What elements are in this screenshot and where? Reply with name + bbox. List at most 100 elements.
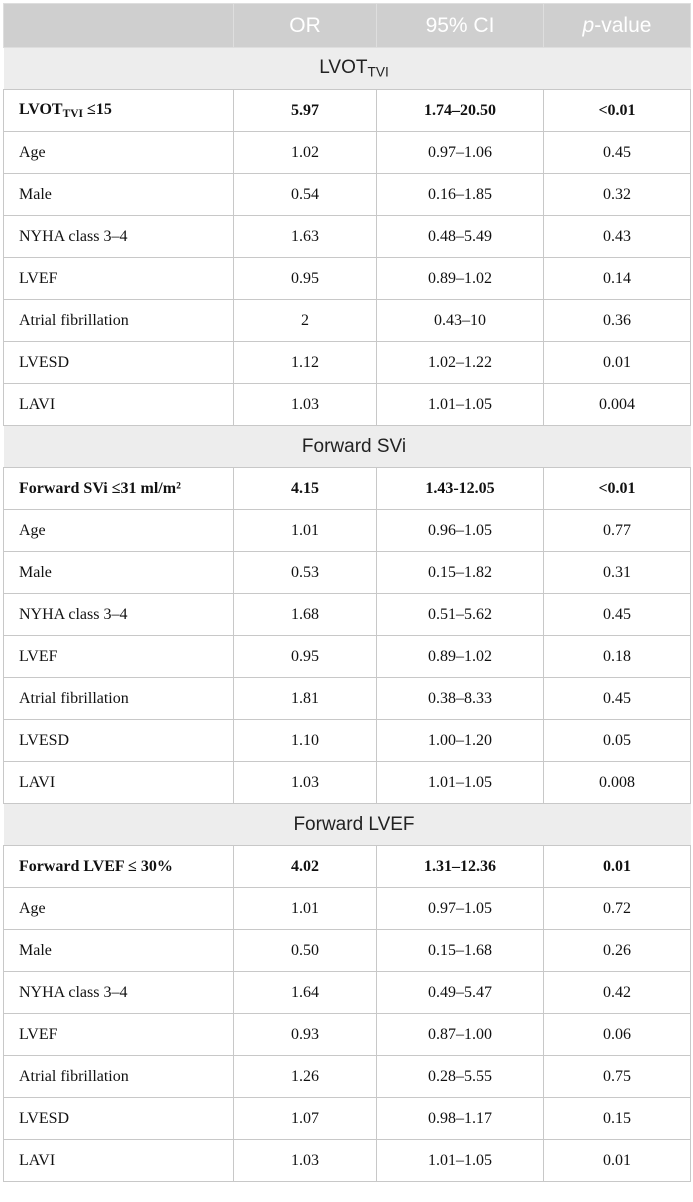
p-value: <0.01 [543, 89, 691, 132]
section-title-row: Forward LVEF [3, 803, 691, 846]
ci-value: 1.01–1.05 [376, 1139, 544, 1182]
p-value: 0.26 [543, 929, 691, 972]
section-title-row: LVOTTVI [3, 47, 691, 90]
p-value: 0.06 [543, 1013, 691, 1056]
table-row: NYHA class 3–4 1.64 0.49–5.47 0.42 [3, 971, 691, 1014]
ci-value: 0.15–1.82 [376, 551, 544, 594]
row-label-rest: ≤15 [83, 101, 112, 119]
p-value: 0.05 [543, 719, 691, 762]
p-value: 0.01 [543, 845, 691, 888]
or-value: 1.64 [233, 971, 377, 1014]
p-value: 0.14 [543, 257, 691, 300]
row-label: Atrial fibrillation [3, 1055, 234, 1098]
p-value: 0.008 [543, 761, 691, 804]
ci-value: 0.89–1.02 [376, 635, 544, 678]
ci-value: 0.51–5.62 [376, 593, 544, 636]
header-p-rest: -value [594, 13, 652, 37]
row-label: LVOTTVI ≤15 [3, 89, 234, 132]
p-value: 0.01 [543, 341, 691, 384]
row-label: LVEF [3, 1013, 234, 1056]
header-variable [3, 3, 234, 48]
row-label-main: Forward SVi ≤31 ml/m² [19, 479, 181, 497]
section-title-main: Forward LVEF [293, 813, 415, 835]
table-row: Atrial fibrillation 2 0.43–10 0.36 [3, 299, 691, 342]
ci-value: 1.00–1.20 [376, 719, 544, 762]
row-label-subscript: TVI [62, 107, 84, 120]
row-label: Age [3, 131, 234, 174]
table-row: Age 1.01 0.96–1.05 0.77 [3, 509, 691, 552]
row-label: Atrial fibrillation [3, 299, 234, 342]
p-value: 0.45 [543, 131, 691, 174]
header-p-value: p-value [543, 3, 691, 48]
or-value: 1.12 [233, 341, 377, 384]
table-row: Atrial fibrillation 1.26 0.28–5.55 0.75 [3, 1055, 691, 1098]
or-value: 0.53 [233, 551, 377, 594]
header-row: OR 95% CI p-value [3, 3, 691, 48]
or-value: 4.02 [233, 845, 377, 888]
section-title-row: Forward SVi [3, 425, 691, 468]
ci-value: 0.97–1.05 [376, 887, 544, 930]
ci-value: 1.01–1.05 [376, 761, 544, 804]
or-value: 4.15 [233, 467, 377, 510]
table-row: LVEF 0.95 0.89–1.02 0.18 [3, 635, 691, 678]
p-value: 0.42 [543, 971, 691, 1014]
row-label: LVESD [3, 1097, 234, 1140]
ci-value: 0.15–1.68 [376, 929, 544, 972]
or-value: 0.50 [233, 929, 377, 972]
or-value: 0.54 [233, 173, 377, 216]
or-value: 1.26 [233, 1055, 377, 1098]
p-value: 0.32 [543, 173, 691, 216]
section-title: Forward LVEF [3, 803, 691, 846]
header-or: OR [233, 3, 377, 48]
or-value: 1.68 [233, 593, 377, 636]
or-value: 1.10 [233, 719, 377, 762]
p-value: 0.31 [543, 551, 691, 594]
section-title: Forward SVi [3, 425, 691, 468]
or-value: 2 [233, 299, 377, 342]
table-body: LVOTTVI LVOTTVI ≤15 5.97 1.74–20.50 <0.01 Age… [3, 47, 691, 1182]
ci-value: 0.49–5.47 [376, 971, 544, 1014]
row-label: LAVI [3, 383, 234, 426]
table-row: LVESD 1.12 1.02–1.22 0.01 [3, 341, 691, 384]
ci-value: 0.43–10 [376, 299, 544, 342]
table-row: LVOTTVI ≤15 5.97 1.74–20.50 <0.01 [3, 89, 691, 132]
p-value: 0.43 [543, 215, 691, 258]
section-title-subscript: TVI [367, 64, 389, 80]
ci-value: 0.38–8.33 [376, 677, 544, 720]
ci-value: 1.02–1.22 [376, 341, 544, 384]
or-value: 1.01 [233, 509, 377, 552]
table-row: Forward SVi ≤31 ml/m² 4.15 1.43-12.05 <0.01 [3, 467, 691, 510]
table-row: Forward LVEF ≤ 30% 4.02 1.31–12.36 0.01 [3, 845, 691, 888]
row-label: NYHA class 3–4 [3, 215, 234, 258]
row-label: LAVI [3, 761, 234, 804]
header-p-italic: p [582, 13, 595, 37]
p-value: 0.15 [543, 1097, 691, 1140]
or-value: 1.03 [233, 383, 377, 426]
ci-value: 0.98–1.17 [376, 1097, 544, 1140]
or-value: 0.95 [233, 635, 377, 678]
table-row: NYHA class 3–4 1.68 0.51–5.62 0.45 [3, 593, 691, 636]
section-title-main: LVOT [319, 57, 368, 79]
table-row: Male 0.50 0.15–1.68 0.26 [3, 929, 691, 972]
row-label: LVESD [3, 719, 234, 762]
ci-value: 0.87–1.00 [376, 1013, 544, 1056]
or-value: 1.02 [233, 131, 377, 174]
p-value: 0.004 [543, 383, 691, 426]
row-label: LVEF [3, 635, 234, 678]
or-value: 1.63 [233, 215, 377, 258]
row-label: LVESD [3, 341, 234, 384]
or-value: 1.07 [233, 1097, 377, 1140]
or-value: 5.97 [233, 89, 377, 132]
row-label: Forward SVi ≤31 ml/m² [3, 467, 234, 510]
row-label: NYHA class 3–4 [3, 593, 234, 636]
header-ci: 95% CI [376, 3, 544, 48]
row-label: Male [3, 551, 234, 594]
table-row: Age 1.01 0.97–1.05 0.72 [3, 887, 691, 930]
table-row: LAVI 1.03 1.01–1.05 0.004 [3, 383, 691, 426]
row-label-main: LVOT [19, 101, 63, 119]
p-value: 0.45 [543, 593, 691, 636]
ci-value: 1.74–20.50 [376, 89, 544, 132]
table-row: LVEF 0.93 0.87–1.00 0.06 [3, 1013, 691, 1056]
row-label: Atrial fibrillation [3, 677, 234, 720]
p-value: 0.45 [543, 677, 691, 720]
